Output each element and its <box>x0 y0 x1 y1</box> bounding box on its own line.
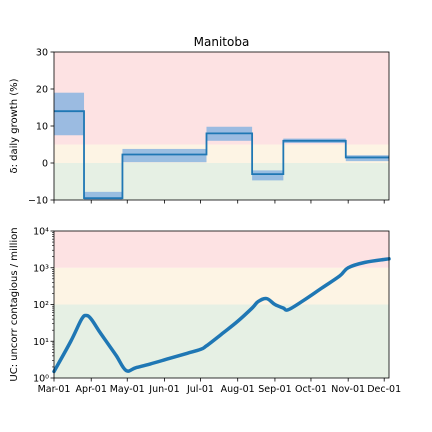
y-tick-label: 0 <box>42 159 48 170</box>
y-tick-label: 30 <box>36 48 48 59</box>
x-tick-label: Jun-01 <box>148 384 179 395</box>
band-1 <box>54 144 389 163</box>
x-axis-ticks: Mar-01 Apr-01 May-01 Jun-01 Jul-01 Aug-01 Sep-… <box>38 378 401 395</box>
chart-title: Manitoba <box>194 35 250 49</box>
y-tick-label: 10⁰ <box>33 374 49 385</box>
threshold-bands <box>54 231 389 378</box>
x-axis-ticks <box>53 200 385 204</box>
threshold-bands <box>54 52 389 200</box>
y-tick-label: 20 <box>36 85 48 96</box>
x-tick-label: Oct-01 <box>295 384 327 395</box>
band-1 <box>54 267 389 305</box>
x-tick-label: Apr-01 <box>76 384 107 395</box>
y-axis-label: δ: daily growth (%) <box>9 78 20 173</box>
x-tick-label: May-01 <box>110 384 145 395</box>
y-axis-ticks: 10⁴ 10³ 10² 10¹ 10⁰ <box>33 227 54 385</box>
x-tick-label: Dec-01 <box>367 384 401 395</box>
y-axis-label: UC: uncorr contagious / million <box>9 227 20 381</box>
x-tick-label: Jul-01 <box>186 384 214 395</box>
interval-box-2 <box>122 148 207 163</box>
x-tick-label: Mar-01 <box>38 384 71 395</box>
growth-step-line <box>54 110 389 200</box>
step-path <box>54 110 389 200</box>
band-0 <box>54 304 389 378</box>
contagious-curve <box>52 257 391 374</box>
y-tick-label: 10¹ <box>33 337 49 348</box>
y-tick-label: 10 <box>36 122 48 133</box>
band-2 <box>54 231 389 268</box>
y-tick-label: 10² <box>33 300 49 311</box>
x-tick-label: Aug-01 <box>221 384 255 395</box>
y-tick-label: −10 <box>28 196 48 207</box>
contagious-panel: 10⁴ 10³ 10² 10¹ 10⁰ Mar-01 Apr-01 May-01 Jun-01… <box>9 227 401 396</box>
x-tick-label: Sep-01 <box>258 384 291 395</box>
y-tick-label: 10⁴ <box>33 227 49 238</box>
interval-box-0 <box>54 92 85 136</box>
daily-growth-panel: 30 20 10 0 −10 Manitoba δ: daily growth (%) <box>9 35 390 207</box>
y-tick-label: 10³ <box>33 263 49 274</box>
x-tick-label: Nov-01 <box>331 384 365 395</box>
y-axis-ticks: 30 20 10 0 −10 <box>28 48 54 207</box>
interval-box-1 <box>84 191 123 200</box>
interval-box-4 <box>252 170 284 181</box>
